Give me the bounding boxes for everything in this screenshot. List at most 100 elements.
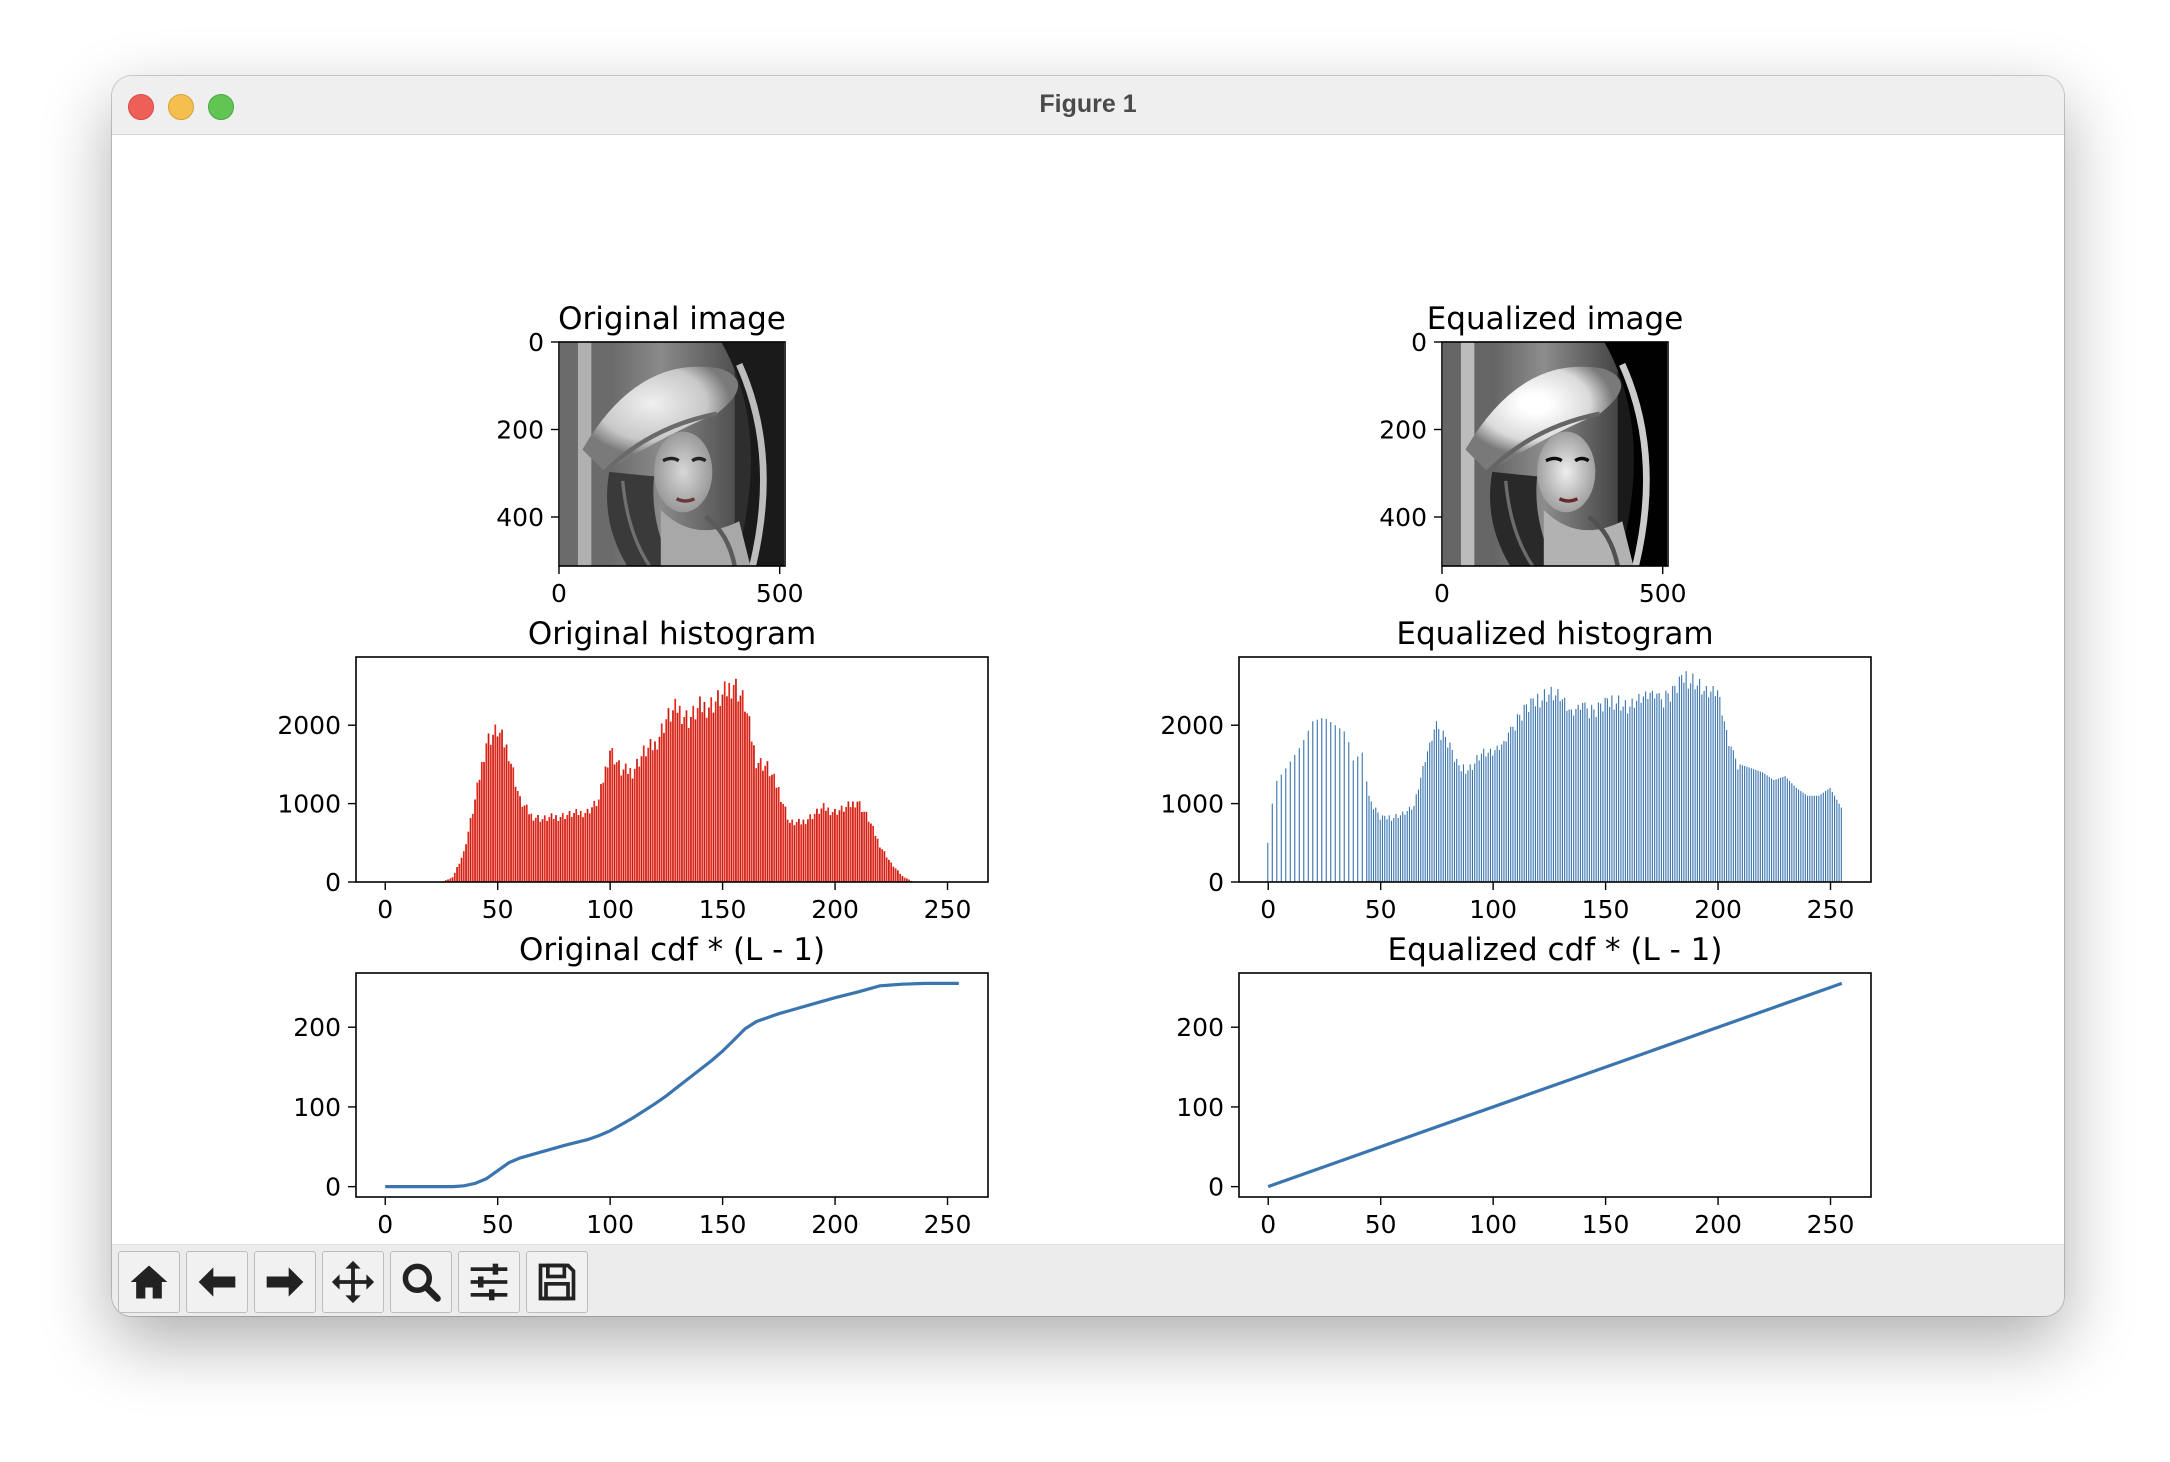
- zoom-button[interactable]: [390, 1251, 452, 1313]
- axes-frame: [355, 972, 989, 1198]
- floppy-disk-icon: [538, 1263, 576, 1301]
- close-window-button[interactable]: [128, 94, 154, 120]
- x-tick-label: 500: [1639, 579, 1687, 608]
- histogram-bar: [1280, 774, 1282, 882]
- histogram-bar: [854, 807, 857, 882]
- pan-button[interactable]: [322, 1251, 384, 1313]
- histogram-bar: [1620, 710, 1622, 882]
- histogram-bar: [1834, 795, 1836, 882]
- histogram-bar: [1478, 760, 1480, 882]
- histogram-bar: [1606, 698, 1608, 882]
- histogram-bar: [1633, 707, 1635, 882]
- home-button[interactable]: [118, 1251, 180, 1313]
- histogram-bar: [1312, 721, 1314, 882]
- back-button[interactable]: [186, 1251, 248, 1313]
- histogram-bar: [1370, 801, 1372, 882]
- histogram-bar: [1348, 742, 1350, 882]
- histogram-bar: [1586, 708, 1588, 882]
- histogram-bar: [586, 808, 589, 882]
- histogram-bar: [906, 878, 908, 882]
- histogram-bar: [611, 748, 614, 882]
- histogram-bar: [1404, 814, 1406, 882]
- histogram-bar: [573, 813, 575, 882]
- histogram-bar: [890, 862, 892, 882]
- histogram-bar: [789, 822, 791, 882]
- histogram-bar: [462, 851, 465, 882]
- histogram-bar: [1303, 740, 1305, 882]
- histogram-bar: [654, 741, 656, 882]
- histogram-bar: [1753, 769, 1755, 882]
- minimize-window-button[interactable]: [168, 94, 194, 120]
- x-tick-label: 0: [551, 579, 567, 608]
- histogram-bar: [730, 698, 733, 882]
- histogram-bar: [726, 696, 728, 882]
- y-tick-label: 200: [496, 416, 544, 445]
- histogram-bar: [660, 723, 663, 882]
- histogram-bar: [658, 736, 661, 882]
- histogram-bar: [1541, 700, 1543, 882]
- histogram-bar: [881, 849, 884, 882]
- histogram-bar: [521, 806, 524, 882]
- histogram-bar: [1604, 697, 1606, 882]
- histogram-bar: [1465, 773, 1467, 882]
- y-tick-label: 0: [1208, 1173, 1224, 1202]
- histogram-bar: [1386, 819, 1388, 882]
- histogram-bars: [1267, 671, 1842, 882]
- window-title: Figure 1: [1039, 90, 1137, 118]
- histogram-bar: [1375, 807, 1377, 882]
- histogram-bar: [550, 813, 553, 882]
- histogram-bar: [1683, 682, 1685, 882]
- histogram-bar: [478, 779, 481, 882]
- save-button[interactable]: [526, 1251, 588, 1313]
- histogram-bar: [600, 784, 602, 882]
- histogram-bar: [820, 808, 823, 882]
- histogram-bar: [1447, 747, 1449, 882]
- histogram-bar: [519, 796, 521, 882]
- histogram-bar: [1804, 794, 1806, 882]
- histogram-bar: [1840, 807, 1842, 882]
- histogram-bar: [1768, 776, 1770, 882]
- histogram-bar: [1593, 709, 1595, 882]
- histogram-bar: [1417, 789, 1420, 882]
- magnifier-icon: [402, 1263, 441, 1302]
- histogram-bar: [1642, 696, 1644, 882]
- histogram-bar: [1701, 694, 1703, 882]
- forward-button[interactable]: [254, 1251, 316, 1313]
- figure-canvas[interactable]: 0 500 0 200 400 Original image 0 500 0 200 400 Equa…: [112, 135, 2064, 1245]
- x-tick-label: 250: [924, 895, 972, 924]
- x-tick-label: 100: [586, 895, 634, 924]
- histogram-bar: [602, 782, 605, 882]
- histogram-bar: [1584, 702, 1586, 882]
- histogram-bar: [1552, 700, 1554, 882]
- histogram-bar: [899, 873, 901, 882]
- histogram-bar: [582, 817, 584, 882]
- histogram-bar: [705, 717, 708, 882]
- histogram-bar: [1789, 780, 1791, 882]
- histogram-bar: [708, 707, 710, 882]
- histogram-bar: [1672, 686, 1674, 882]
- histogram-bar: [444, 880, 447, 882]
- histogram-bar: [1692, 673, 1694, 882]
- figure-window: Figure 1: [112, 76, 2064, 1316]
- configure-subplots-button[interactable]: [458, 1251, 520, 1313]
- histogram-bar: [575, 808, 578, 882]
- histogram-bar: [548, 817, 551, 882]
- axes-2: [1434, 341, 1669, 574]
- histogram-bar: [894, 868, 897, 882]
- histogram-bar: [469, 818, 472, 882]
- histogram-bar: [1339, 728, 1341, 882]
- x-tick-label: 50: [1365, 1210, 1397, 1239]
- histogram-bar: [1546, 701, 1548, 882]
- y-tick-label: 0: [1411, 328, 1427, 357]
- arrow-left-icon: [198, 1267, 236, 1297]
- histogram-bar: [1667, 693, 1669, 882]
- histogram-bar: [1440, 739, 1442, 882]
- histogram-bar: [1528, 712, 1530, 882]
- histogram-bar: [645, 756, 647, 882]
- histogram-bar: [631, 778, 634, 882]
- axes-3: [348, 656, 989, 890]
- histogram-bar: [507, 761, 510, 882]
- axes-frame: [1441, 341, 1669, 567]
- histogram-bar: [667, 708, 670, 882]
- zoom-window-button[interactable]: [208, 94, 234, 120]
